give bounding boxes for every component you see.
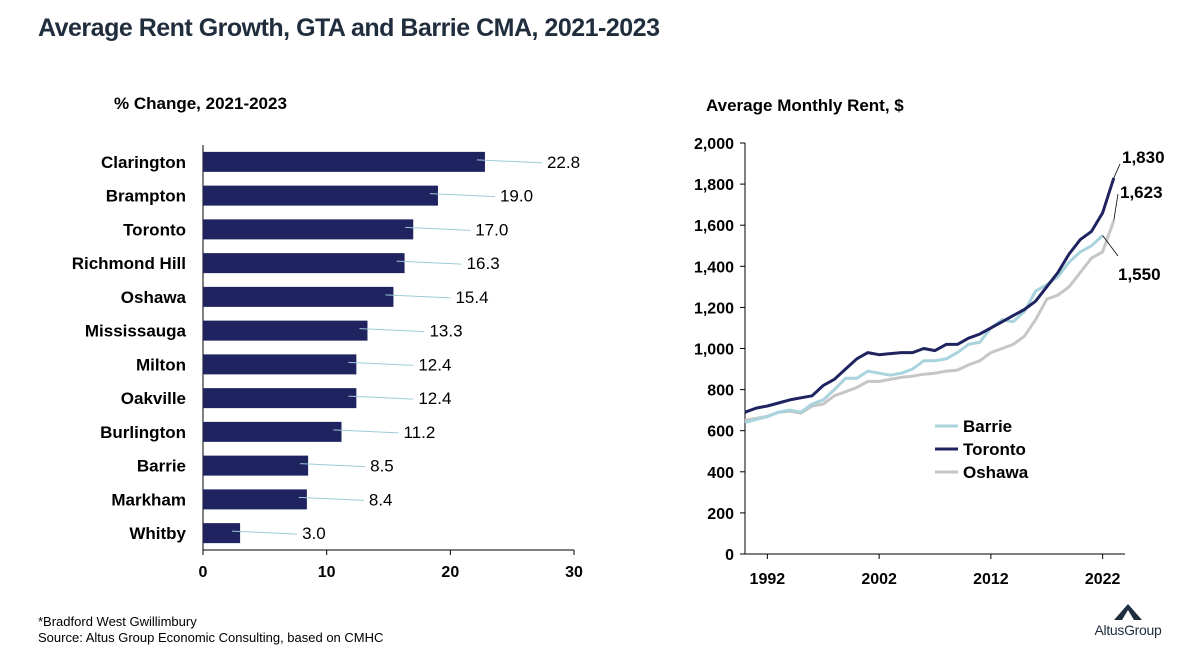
bar <box>203 253 405 274</box>
bar-label-leader <box>405 226 471 231</box>
bar-label-leader <box>333 429 399 434</box>
bar <box>203 421 342 442</box>
bar-category-label: Richmond Hill <box>72 254 186 273</box>
bar-label-leader <box>396 260 462 265</box>
bar-label-leader <box>348 361 414 366</box>
line-x-tick-label: 1992 <box>750 571 786 588</box>
bar-x-tick-label: 20 <box>441 564 459 581</box>
bar-value-label: 16.3 <box>467 254 500 273</box>
line-y-tick-label: 1,200 <box>694 300 734 317</box>
bar-label-leader <box>232 530 298 535</box>
end-label-oshawa: 1,623 <box>1120 183 1163 202</box>
bar-chart: % Change, 2021-2023 0 10 20 30 Clarington 22.… <box>72 94 583 581</box>
line-chart-subtitle: Average Monthly Rent, $ <box>706 96 904 115</box>
bar-category-label: Milton <box>136 355 186 374</box>
legend-label-toronto: Toronto <box>963 440 1026 459</box>
line-y-tick-label: 400 <box>707 465 734 482</box>
end-label-toronto: 1,830 <box>1122 148 1165 167</box>
line-y-tick-label: 800 <box>707 383 734 400</box>
bar-value-label: 12.4 <box>418 355 451 374</box>
bar <box>203 354 357 375</box>
bar-category-label: Brampton <box>106 187 186 206</box>
bar <box>203 185 438 206</box>
bar-value-label: 22.8 <box>547 153 580 172</box>
chart-title: Average Rent Growth, GTA and Barrie CMA,… <box>38 14 660 42</box>
line-x-tick-label: 2002 <box>861 571 897 588</box>
line-y-tick-label: 2,000 <box>694 136 734 153</box>
bar-category-label: Clarington <box>101 153 186 172</box>
bar-category-label: Oshawa <box>121 288 187 307</box>
bar-value-label: 11.2 <box>404 423 436 442</box>
bar-category-label: Toronto <box>123 220 186 239</box>
end-label-leader <box>1113 163 1121 179</box>
bar-x-tick-label: 10 <box>318 564 336 581</box>
bar-label-leader <box>298 496 364 501</box>
bar <box>203 151 485 172</box>
line-x-tick-label: 2022 <box>1085 571 1121 588</box>
bar-value-label: 3.0 <box>302 524 326 543</box>
bar-category-label: Oakville <box>121 389 186 408</box>
footnote: *Bradford West Gwillimbury <box>38 614 197 629</box>
bar-category-label: Mississauga <box>85 322 187 341</box>
bar <box>203 489 307 510</box>
bar-value-label: 8.5 <box>370 457 394 476</box>
bar <box>203 388 357 409</box>
line-x-tick-label: 2012 <box>973 571 1009 588</box>
bar-category-label: Whitby <box>129 524 186 543</box>
bar-category-label: Barrie <box>137 457 186 476</box>
bar-label-leader <box>385 294 451 299</box>
legend-label-oshawa: Oshawa <box>963 463 1029 482</box>
line-y-tick-label: 1,600 <box>694 218 734 235</box>
bar-x-tick-label: 0 <box>199 564 208 581</box>
bar-value-label: 17.0 <box>475 220 508 239</box>
line-y-tick-label: 0 <box>725 547 734 564</box>
series-line-barrie <box>744 234 1104 424</box>
end-label-leader <box>1113 193 1119 221</box>
bar-label-leader <box>359 328 425 333</box>
footnote-block: *Bradford West Gwillimbury Source: Altus… <box>38 614 383 646</box>
bar-label-leader <box>300 463 366 468</box>
bar-label-leader <box>348 395 414 400</box>
series-line-toronto <box>744 177 1116 414</box>
logo-text: AltusGroup <box>1094 622 1162 638</box>
end-label-barrie: 1,550 <box>1118 265 1161 284</box>
bar-label-leader <box>429 193 495 198</box>
bar-category-label: Markham <box>111 490 186 509</box>
bar-chart-subtitle: % Change, 2021-2023 <box>114 94 287 113</box>
bar-label-leader <box>476 159 542 164</box>
bar <box>203 320 368 341</box>
bar <box>203 219 414 240</box>
altus-logo: AltusGroup <box>1082 604 1174 638</box>
bar-value-label: 13.3 <box>429 322 462 341</box>
line-y-tick-label: 1,400 <box>694 259 734 276</box>
bar <box>203 523 241 544</box>
bar-category-label: Burlington <box>100 423 186 442</box>
bar-value-label: 12.4 <box>418 389 451 408</box>
bar <box>203 286 394 307</box>
bar-x-tick-label: 30 <box>565 564 583 581</box>
line-y-tick-label: 600 <box>707 424 734 441</box>
line-y-tick-label: 200 <box>707 506 734 523</box>
bar <box>203 455 309 476</box>
bar-value-label: 15.4 <box>455 288 488 307</box>
series-line-oshawa <box>744 219 1116 422</box>
bar-value-label: 8.4 <box>369 490 393 509</box>
line-y-tick-label: 1,800 <box>694 177 734 194</box>
end-label-leader <box>1102 235 1119 257</box>
legend-label-barrie: Barrie <box>963 417 1012 436</box>
line-y-tick-label: 1,000 <box>694 342 734 359</box>
source-note: Source: Altus Group Economic Consulting,… <box>38 630 384 645</box>
altus-mountain-icon <box>1114 604 1142 620</box>
bar-value-label: 19.0 <box>500 187 533 206</box>
